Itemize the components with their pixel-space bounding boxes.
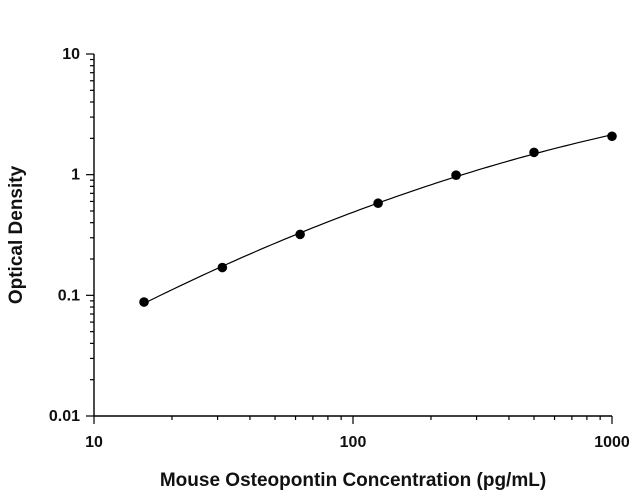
x-axis-ticks — [93, 416, 613, 424]
x-axis-tick-labels: 10 100 1000 — [85, 434, 630, 451]
data-point — [373, 198, 383, 209]
x-tick-label: 10 — [85, 434, 103, 451]
x-tick-label: 100 — [340, 434, 367, 451]
y-tick-label: 1 — [71, 167, 80, 184]
data-point — [451, 170, 461, 180]
x-tick-label: 1000 — [594, 434, 630, 451]
y-tick-label: 0.1 — [58, 287, 80, 304]
data-point — [295, 229, 305, 240]
data-point — [139, 297, 149, 307]
data-point — [607, 131, 617, 142]
fit-curve — [143, 134, 613, 304]
y-tick-label: 0.01 — [49, 408, 80, 425]
data-point — [217, 262, 228, 273]
axes — [93, 54, 612, 417]
data-point — [529, 147, 539, 158]
data-points — [139, 131, 617, 307]
y-axis-tick-labels: 0.01 0.1 1 10 — [49, 46, 80, 425]
y-axis-ticks — [86, 53, 94, 417]
y-axis-title: Optical Density — [6, 165, 27, 304]
y-tick-label: 10 — [62, 46, 80, 63]
x-axis-title: Mouse Osteopontin Concentration (pg/mL) — [160, 470, 546, 491]
